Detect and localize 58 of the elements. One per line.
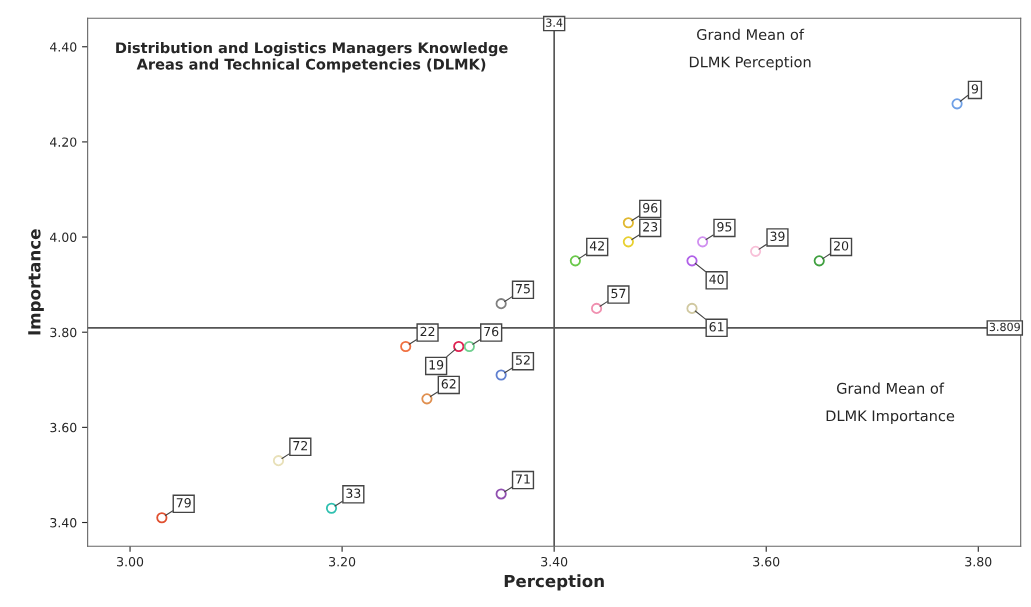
series-label: 71 (516, 474, 530, 484)
series-label: 75 (516, 284, 530, 294)
x-tick-label: 3.80 (965, 556, 992, 567)
point (272, 455, 285, 467)
y-tick-label: 4.00 (50, 232, 77, 242)
series-label: 95 (717, 222, 732, 232)
y-tick-label: 4.40 (50, 42, 77, 52)
series-label: 79 (176, 498, 191, 508)
series-label: 57 (611, 288, 626, 299)
x-tick-label: 3.40 (541, 556, 568, 567)
y-tick-label: 3.40 (50, 517, 77, 528)
series-label: 40 (709, 274, 724, 284)
series-label: 22 (420, 326, 435, 337)
series-label: 33 (346, 488, 361, 498)
annotation: Grand Mean of DLMK Importance (826, 382, 955, 425)
series-label: 23 (643, 222, 658, 232)
point (686, 302, 698, 314)
y-tick-label: 3.80 (50, 327, 77, 338)
point (569, 255, 581, 267)
point (686, 255, 698, 267)
y-axis-title: Importance (28, 229, 44, 335)
point (400, 340, 412, 353)
y-tick-label: 4.20 (50, 137, 77, 147)
series-label: 72 (293, 440, 308, 451)
series-label: 20 (834, 241, 849, 251)
point (156, 512, 168, 524)
ref-line-label: 3.809 (989, 322, 1020, 332)
series-label: 96 (643, 203, 658, 213)
x-axis-title: Perception (504, 574, 604, 591)
point (813, 255, 825, 267)
annotation: Grand Mean of DLMK Perception (689, 28, 811, 71)
series-label: 39 (770, 231, 785, 242)
ref-line-label: 3.4 (546, 18, 563, 27)
x-tick-label: 3.60 (753, 556, 780, 567)
point (622, 236, 634, 248)
series-label: 62 (441, 379, 456, 389)
point (421, 393, 433, 405)
point (697, 236, 709, 248)
x-tick-label: 3.00 (117, 556, 144, 567)
series-label: 52 (516, 355, 530, 365)
series-label: 19 (429, 360, 444, 370)
series-label: 9 (971, 84, 979, 94)
point (325, 502, 338, 514)
point (622, 217, 634, 229)
series-label: 42 (589, 241, 604, 251)
point (453, 340, 465, 353)
point (463, 340, 475, 353)
series-label: 61 (709, 322, 724, 332)
text: Distribution and Logistics Managers Knowledge Areas and Technical Competencies (DLMK) (116, 41, 508, 73)
point (591, 302, 603, 314)
x-tick-label: 3.20 (329, 556, 356, 567)
point (750, 245, 762, 257)
y-tick-label: 3.60 (50, 422, 77, 433)
series-label: 76 (484, 326, 499, 337)
point (495, 488, 507, 500)
point (495, 369, 507, 381)
point (495, 298, 507, 310)
point (951, 98, 963, 110)
